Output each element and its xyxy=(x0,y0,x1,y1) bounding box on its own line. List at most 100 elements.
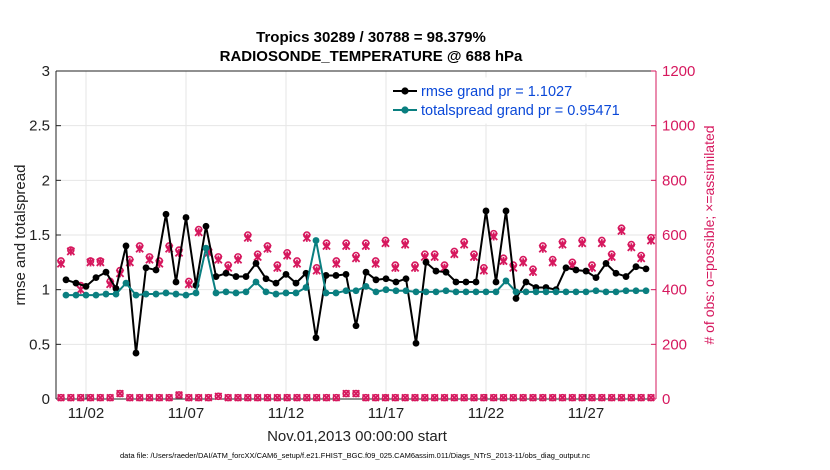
series-0-point xyxy=(582,267,590,275)
obs-bottom-stroke xyxy=(342,389,351,398)
series-0-point xyxy=(182,214,190,221)
obs-bottom-possible-marker xyxy=(411,393,419,402)
series-0-point xyxy=(212,273,220,280)
series-1-point xyxy=(142,290,150,298)
series-0-point xyxy=(522,278,530,286)
obs-bottom-possible-marker xyxy=(548,393,557,402)
obs-bottom-assimilated-marker xyxy=(479,393,488,402)
series-0-point xyxy=(622,273,630,280)
obs-bottom-assimilated-marker xyxy=(165,393,174,402)
obs-bottom-possible-marker xyxy=(106,393,114,402)
series-1-point xyxy=(162,289,170,297)
obs-bottom-possible-marker xyxy=(460,393,468,402)
obs-bottom-stroke xyxy=(499,393,508,402)
y-tick-label-6: 3 xyxy=(42,63,50,80)
series-0-point xyxy=(202,222,210,230)
obs-bottom-assimilated-marker xyxy=(155,393,164,402)
series-1-point xyxy=(422,288,430,296)
obs-assimilated-marker xyxy=(627,243,636,252)
obs-assimilated-marker xyxy=(518,258,528,267)
obs-bottom-stroke xyxy=(57,393,65,402)
obs-bottom-assimilated-marker xyxy=(371,393,380,402)
obs-bottom-stroke xyxy=(293,393,301,402)
series-1-point xyxy=(512,288,520,296)
series-0-point xyxy=(422,258,430,266)
y-right-tick-label-1: 200 xyxy=(662,336,687,353)
series-0-point xyxy=(352,322,360,330)
obs-bottom-stroke xyxy=(116,389,124,398)
obs-bottom-possible-marker xyxy=(283,393,291,402)
obs-assimilated-marker xyxy=(243,233,253,242)
obs-bottom-possible-marker xyxy=(539,393,547,402)
series-1-point xyxy=(302,284,310,291)
obs-bottom-stroke xyxy=(391,393,400,402)
obs-bottom-stroke xyxy=(224,393,233,402)
obs-assimilated-marker xyxy=(646,236,656,245)
obs-assimilated-marker xyxy=(410,263,420,273)
series-1-point xyxy=(372,288,380,296)
obs-bottom-possible-marker xyxy=(647,393,655,402)
series-0-point xyxy=(402,275,410,283)
obs-assimilated-marker xyxy=(184,279,194,289)
obs-assimilated-marker xyxy=(528,267,538,277)
obs-bottom-assimilated-marker xyxy=(391,393,400,402)
obs-bottom-possible-marker xyxy=(116,389,124,398)
obs-assimilated-marker xyxy=(341,241,351,251)
legend: rmse grand pr = 1.1027 totalspread grand… xyxy=(387,77,651,124)
obs-bottom-assimilated-marker xyxy=(224,393,233,402)
obs-bottom-assimilated-marker xyxy=(66,393,75,402)
obs-bottom-possible-marker xyxy=(96,393,105,402)
obs-bottom-stroke xyxy=(135,393,144,402)
obs-assimilated-marker xyxy=(312,266,321,275)
obs-bottom-stroke xyxy=(243,393,252,402)
obs-bottom-possible-marker xyxy=(381,393,390,402)
legend-box xyxy=(387,77,651,124)
series-1-point xyxy=(482,288,490,296)
obs-bottom-possible-marker xyxy=(194,393,203,402)
obs-assimilated-marker xyxy=(587,263,597,273)
y-tick-label-1: 0.5 xyxy=(29,336,50,353)
series-1-point xyxy=(82,291,90,299)
obs-bottom-assimilated-marker xyxy=(76,393,85,402)
obs-bottom-assimilated-marker xyxy=(116,389,124,398)
series-0-point xyxy=(252,260,260,267)
obs-bottom-possible-marker xyxy=(126,393,134,402)
series-0-point xyxy=(242,273,250,280)
series-0-point xyxy=(162,210,170,218)
legend-marker-totalspread xyxy=(401,106,409,114)
obs-bottom-assimilated-marker xyxy=(273,393,282,402)
series-1-point xyxy=(602,288,610,296)
obs-assimilated-marker xyxy=(450,249,459,259)
obs-bottom-stroke xyxy=(145,393,154,402)
y-tick-label-4: 2 xyxy=(42,172,50,189)
series-0-point xyxy=(432,267,440,275)
obs-bottom-assimilated-marker xyxy=(401,393,410,402)
obs-bottom-possible-marker xyxy=(470,393,478,402)
obs-bottom-assimilated-marker xyxy=(489,393,498,402)
obs-bottom-assimilated-marker xyxy=(420,393,429,402)
obs-bottom-stroke xyxy=(420,393,429,402)
series-0-point xyxy=(332,272,340,279)
series-1-point xyxy=(432,288,440,296)
obs-assimilated-marker xyxy=(233,255,243,264)
series-0-point xyxy=(222,269,230,277)
obs-bottom-stroke xyxy=(401,393,410,402)
series-0-point xyxy=(62,276,70,284)
series-0-point xyxy=(322,272,330,279)
series-0-point xyxy=(132,349,140,357)
obs-bottom-possible-marker xyxy=(342,389,350,398)
series-1-point xyxy=(192,289,200,297)
obs-assimilated-marker xyxy=(292,259,302,268)
series-1-point xyxy=(542,288,550,296)
series-1-point xyxy=(102,290,110,298)
obs-bottom-possible-marker xyxy=(312,393,321,402)
obs-bottom-assimilated-marker xyxy=(234,393,242,402)
obs-bottom-stroke xyxy=(332,393,341,402)
series-1-point xyxy=(172,290,180,298)
obs-assimilated-marker xyxy=(391,263,400,273)
y-axis-label: rmse and totalspread xyxy=(12,165,29,306)
obs-bottom-assimilated-marker xyxy=(430,393,439,402)
obs-bottom-stroke xyxy=(617,393,626,402)
obs-bottom-stroke xyxy=(66,393,75,402)
obs-bottom-assimilated-marker xyxy=(588,393,596,402)
